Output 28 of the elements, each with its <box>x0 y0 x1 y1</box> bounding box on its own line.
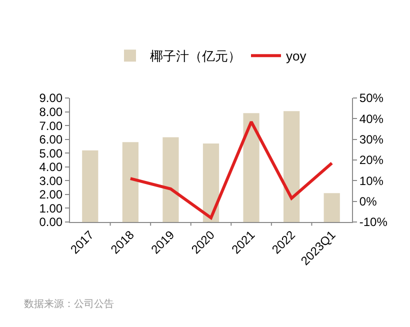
bar <box>324 193 340 222</box>
y2-tick-label: 50% <box>359 91 384 106</box>
y-tick-label: 7.00 <box>39 118 63 133</box>
y-tick-label: 4.00 <box>39 160 63 174</box>
y2-tick-label: 10% <box>359 174 384 188</box>
legend-label: yoy <box>286 48 307 64</box>
y-tick-label: 2.00 <box>39 188 63 202</box>
legend-label: 椰子汁（亿元） <box>150 48 241 64</box>
bar <box>122 142 138 222</box>
line-series <box>128 120 334 220</box>
bar <box>243 113 260 222</box>
y-tick-label: 3.00 <box>39 174 63 188</box>
y-tick-label: 8.00 <box>39 104 63 119</box>
y2-tick-label: 0% <box>359 194 378 209</box>
y-tick-label: 1.00 <box>39 201 63 216</box>
bar <box>82 150 98 222</box>
y2-tick-label: -10% <box>359 215 388 230</box>
bar <box>162 137 179 222</box>
y2-tick-label: 20% <box>359 153 384 168</box>
bar <box>284 111 300 222</box>
bar <box>202 143 220 222</box>
y2-tick-label: 30% <box>359 132 384 147</box>
source-note: 数据来源：公司公告 <box>24 298 114 310</box>
y-tick-label: 6.00 <box>39 132 63 147</box>
y-tick-label: 9.00 <box>39 91 63 106</box>
y-tick-label: 0.00 <box>39 215 63 230</box>
y-tick-label: 5.00 <box>39 146 63 160</box>
y2-tick-label: 40% <box>359 112 384 126</box>
